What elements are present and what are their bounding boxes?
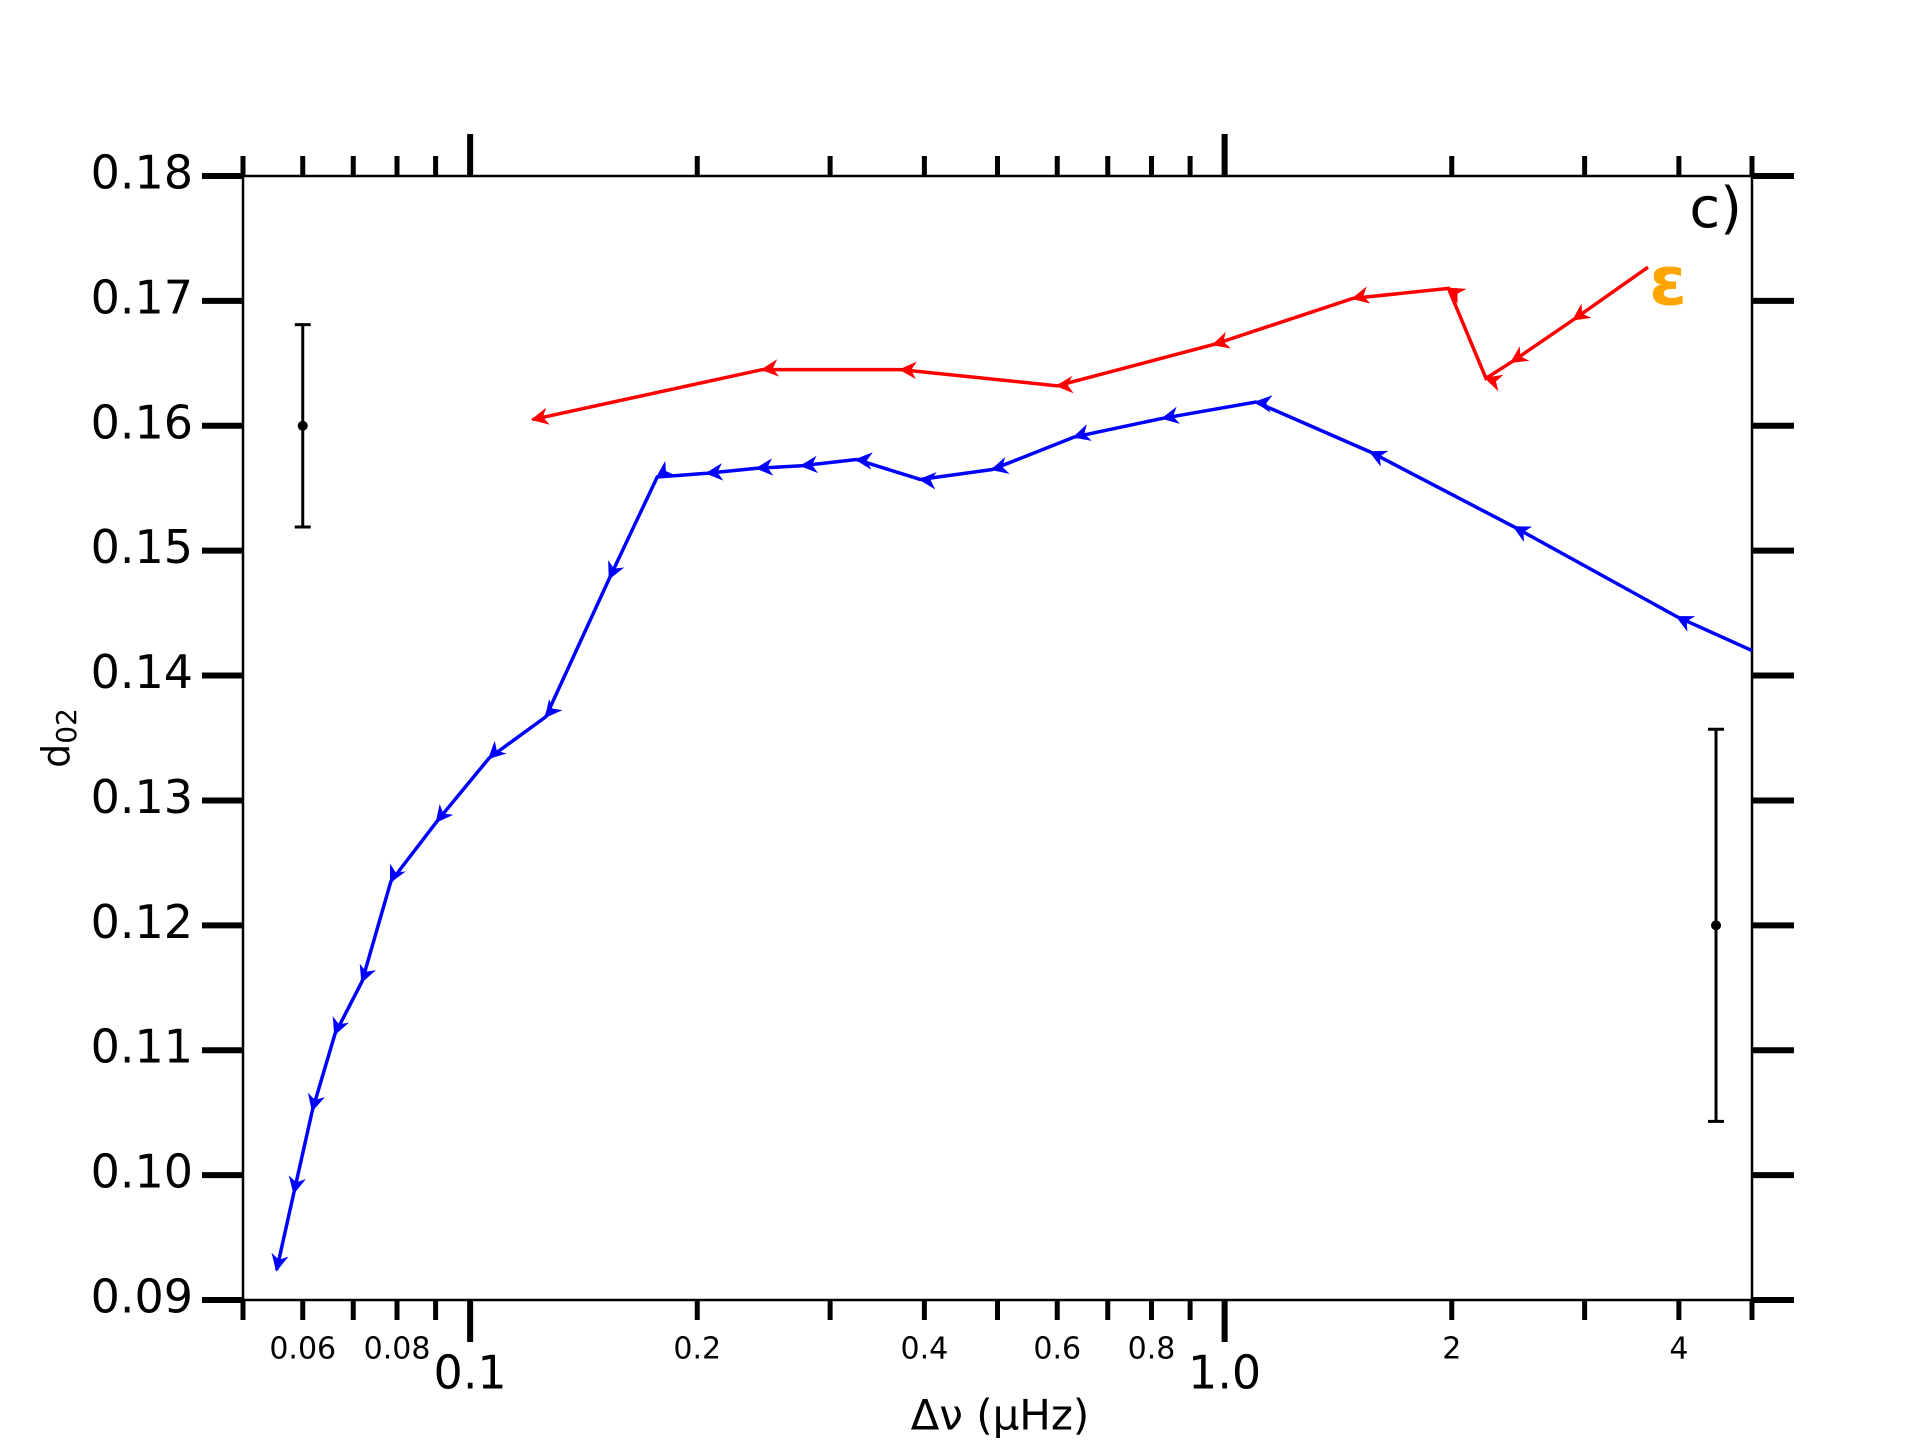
panel-label: c) <box>1689 176 1742 241</box>
y-tick-label: 0.13 <box>91 770 193 824</box>
y-tick-label: 0.12 <box>91 895 193 949</box>
x-tick-label: 0.1 <box>434 1346 507 1400</box>
x-minor-tick-label: 0.06 <box>269 1332 336 1367</box>
y-tick-label: 0.14 <box>91 645 193 699</box>
y-tick-label: 0.10 <box>91 1145 193 1199</box>
series-line <box>530 265 1649 425</box>
x-minor-tick-label: 2 <box>1442 1332 1461 1367</box>
y-axis-label-sub: 02 <box>50 708 83 744</box>
error-point <box>1711 920 1722 931</box>
y-tick-label: 0.09 <box>91 1270 193 1324</box>
y-tick-label: 0.11 <box>91 1020 193 1074</box>
x-minor-tick-label: 0.8 <box>1128 1332 1176 1367</box>
x-minor-tick-label: 0.08 <box>364 1332 431 1367</box>
x-axis-label: Δν (μHz) <box>911 1391 1090 1440</box>
y-tick-label: 0.17 <box>91 270 193 324</box>
y-tick-label: 0.16 <box>91 395 193 449</box>
x-minor-tick-label: 0.2 <box>673 1332 721 1367</box>
plot-frame <box>241 174 1754 1302</box>
y-axis-label: d02 <box>34 708 84 768</box>
error-point <box>297 420 308 431</box>
x-minor-tick-label: 4 <box>1669 1332 1688 1367</box>
x-minor-tick-label: 0.6 <box>1033 1332 1081 1367</box>
x-minor-tick-label: 0.4 <box>901 1332 949 1367</box>
series-line <box>271 395 1753 1272</box>
y-axis-label-main: d <box>34 744 78 768</box>
x-tick-label: 1.0 <box>1188 1346 1261 1400</box>
y-tick-label: 0.15 <box>91 520 193 574</box>
epsilon-symbol: ε <box>1649 243 1687 322</box>
y-tick-label: 0.18 <box>91 146 193 200</box>
